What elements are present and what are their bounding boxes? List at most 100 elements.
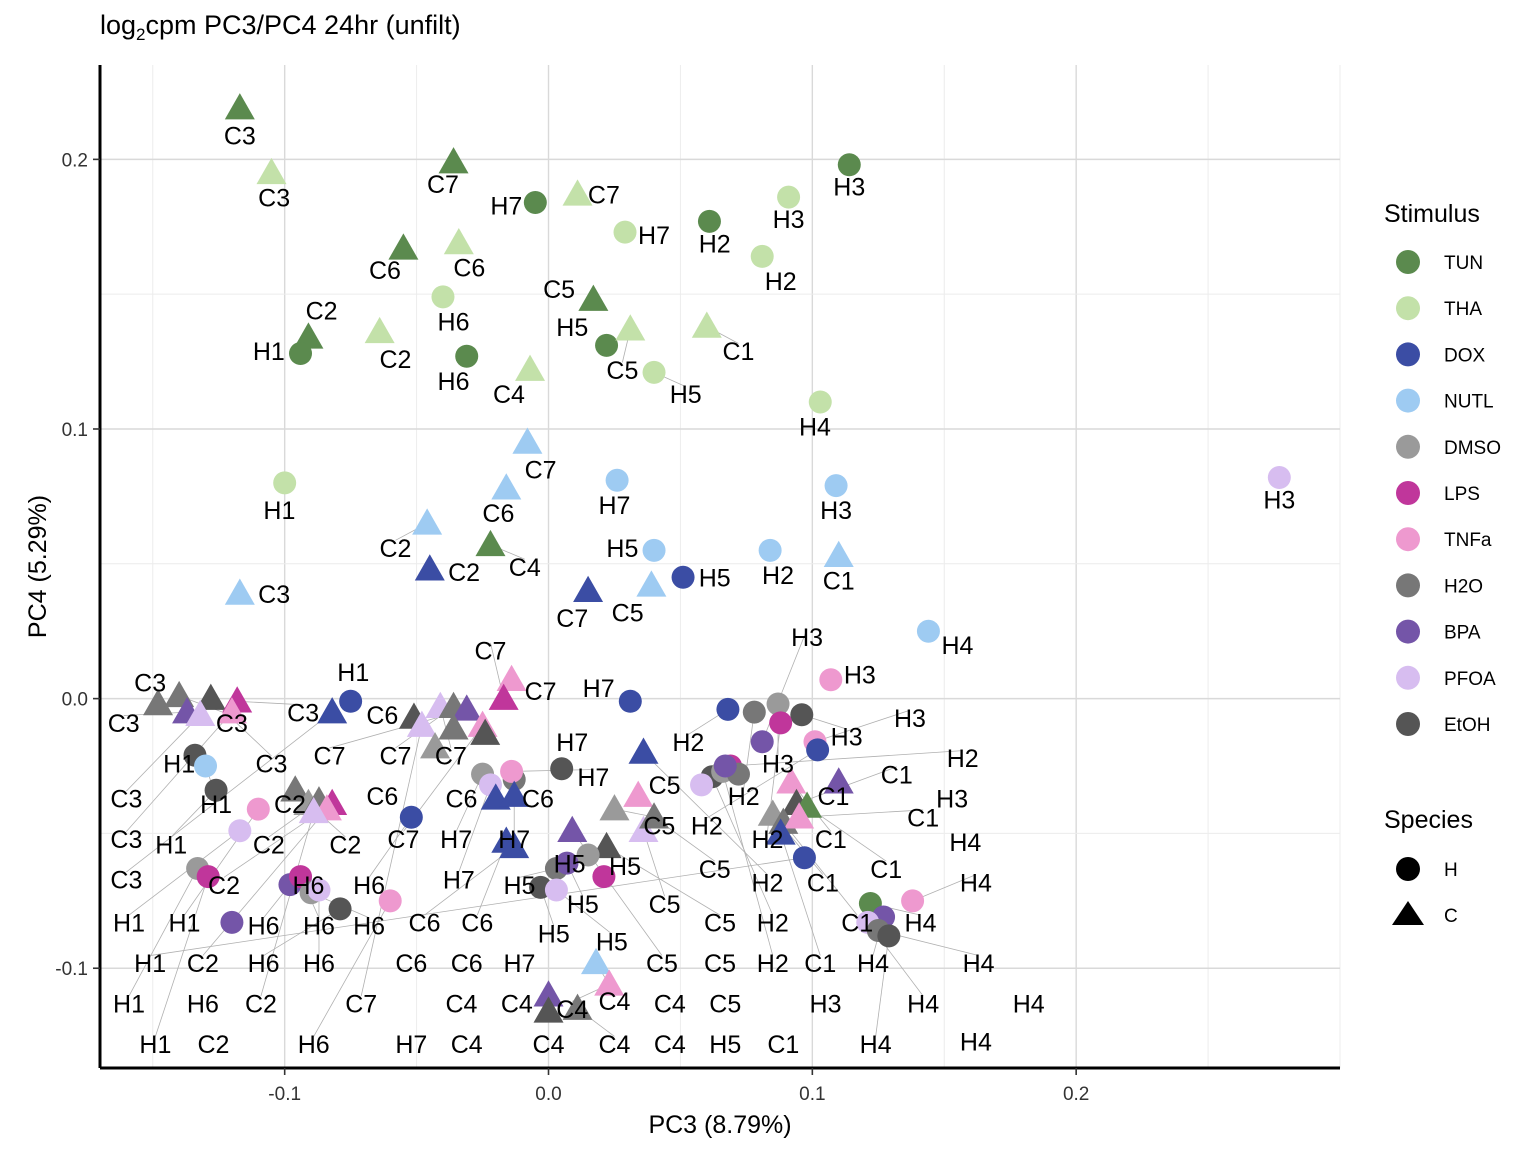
point-triangle [406, 710, 437, 737]
point-label: C7 [525, 457, 557, 485]
point-label: C5 [699, 856, 731, 884]
point-label: C4 [493, 381, 525, 409]
x-tick-label: -0.1 [268, 1084, 301, 1105]
point-label: C5 [704, 950, 736, 978]
point-circle [750, 244, 774, 268]
legend-label-etoh: EtOH [1444, 715, 1490, 736]
point-label: H5 [567, 891, 599, 919]
point-circle [792, 846, 816, 870]
legend-label-nutl: NUTL [1444, 392, 1494, 413]
point-circle [808, 390, 832, 414]
point-label: H7 [490, 193, 522, 221]
legend-label-dmso: DMSO [1444, 438, 1501, 459]
point-label: H6 [438, 308, 470, 336]
point-label: H7 [395, 1031, 427, 1059]
point-label: C6 [445, 786, 477, 814]
point-label: C5 [606, 357, 638, 385]
leader-line [126, 714, 201, 792]
point-triangle [185, 699, 216, 727]
point-label: H6 [292, 872, 324, 900]
point-label: C3 [110, 826, 142, 854]
point-triangle [256, 157, 287, 185]
point-label: H1 [263, 497, 295, 525]
point-circle [613, 220, 637, 244]
point-label: C7 [387, 826, 419, 854]
legend-swatch-dox [1396, 342, 1420, 367]
point-circle [500, 759, 524, 783]
leader-line [202, 808, 328, 956]
point-label: H5 [609, 853, 641, 881]
leader-line [814, 709, 911, 743]
point-triangle [578, 284, 609, 311]
legend-swatch-tun [1396, 250, 1420, 274]
point-label: C1 [767, 1031, 799, 1059]
leader-line [126, 711, 333, 873]
point-circle [307, 878, 331, 902]
point-triangle [557, 815, 588, 842]
point-label: H4 [960, 1028, 992, 1056]
point-label: C4 [509, 554, 541, 582]
y-tick-label: 0.0 [62, 690, 88, 711]
point-circle [790, 703, 814, 727]
point-label: H7 [443, 867, 475, 895]
legend-label-species-h: H [1444, 860, 1458, 881]
point-label: H4 [857, 950, 889, 978]
point-circle [758, 538, 782, 562]
point-label: H4 [941, 632, 973, 660]
point-triangle [224, 93, 255, 120]
point-label: H1 [337, 659, 369, 687]
point-triangle [443, 227, 474, 255]
point-label: H3 [791, 624, 823, 652]
point-label: C3 [108, 710, 140, 738]
legend-swatch-etoh [1396, 712, 1420, 736]
point-triangle [512, 427, 543, 454]
point-label: C3 [287, 699, 319, 727]
point-label: C4 [654, 991, 686, 1019]
point-label: C1 [817, 783, 849, 811]
point-label: H7 [638, 222, 670, 250]
point-label: H1 [155, 832, 187, 860]
leader-line [476, 841, 507, 916]
point-triangle [420, 732, 451, 759]
point-label: C6 [366, 702, 398, 730]
point-circle [1267, 466, 1291, 490]
point-label: C3 [134, 670, 166, 698]
point-label: C4 [598, 1031, 630, 1059]
point-label: C2 [329, 832, 361, 860]
point-label: H2 [765, 268, 797, 296]
leader-line [875, 935, 890, 1037]
leader-line [711, 776, 774, 916]
axes: -0.1 0.0 0.1 0.2 -0.1 0.0 0.1 0.2 PC3 (8.79%) PC4… [24, 65, 1340, 1139]
point-triangle [623, 780, 654, 807]
leader-line [556, 889, 613, 935]
point-label: C2 [187, 950, 219, 978]
point-triangle [594, 969, 625, 996]
point-label: C2 [208, 872, 240, 900]
point-label: H1 [200, 791, 232, 819]
point-triangle [224, 578, 255, 605]
point-circle [555, 851, 579, 875]
point-label: H6 [438, 368, 470, 396]
legend-shape-triangle [1392, 901, 1424, 925]
point-label: C1 [881, 761, 913, 789]
point-label: H4 [963, 950, 995, 978]
leader-line [313, 900, 391, 1037]
point-circle [289, 341, 313, 365]
point-circle [877, 924, 901, 948]
point-circle [204, 778, 228, 802]
point-label: H5 [606, 535, 638, 563]
legend-swatch-tha [1396, 296, 1420, 321]
point-label: C1 [823, 567, 855, 595]
point-triangle [491, 473, 522, 500]
point-circle [605, 468, 629, 492]
point-label: C6 [461, 910, 493, 938]
point-label: H7 [577, 764, 609, 792]
point-circle [228, 819, 252, 843]
legend-shape-circle [1396, 857, 1420, 881]
point-label: H5 [699, 565, 731, 593]
legend-label-tha: THA [1444, 299, 1482, 320]
point-circle [550, 757, 574, 781]
point-label: C7 [345, 991, 377, 1019]
point-label: H3 [773, 206, 805, 234]
x-axis-label: PC3 (8.79%) [648, 1111, 791, 1139]
